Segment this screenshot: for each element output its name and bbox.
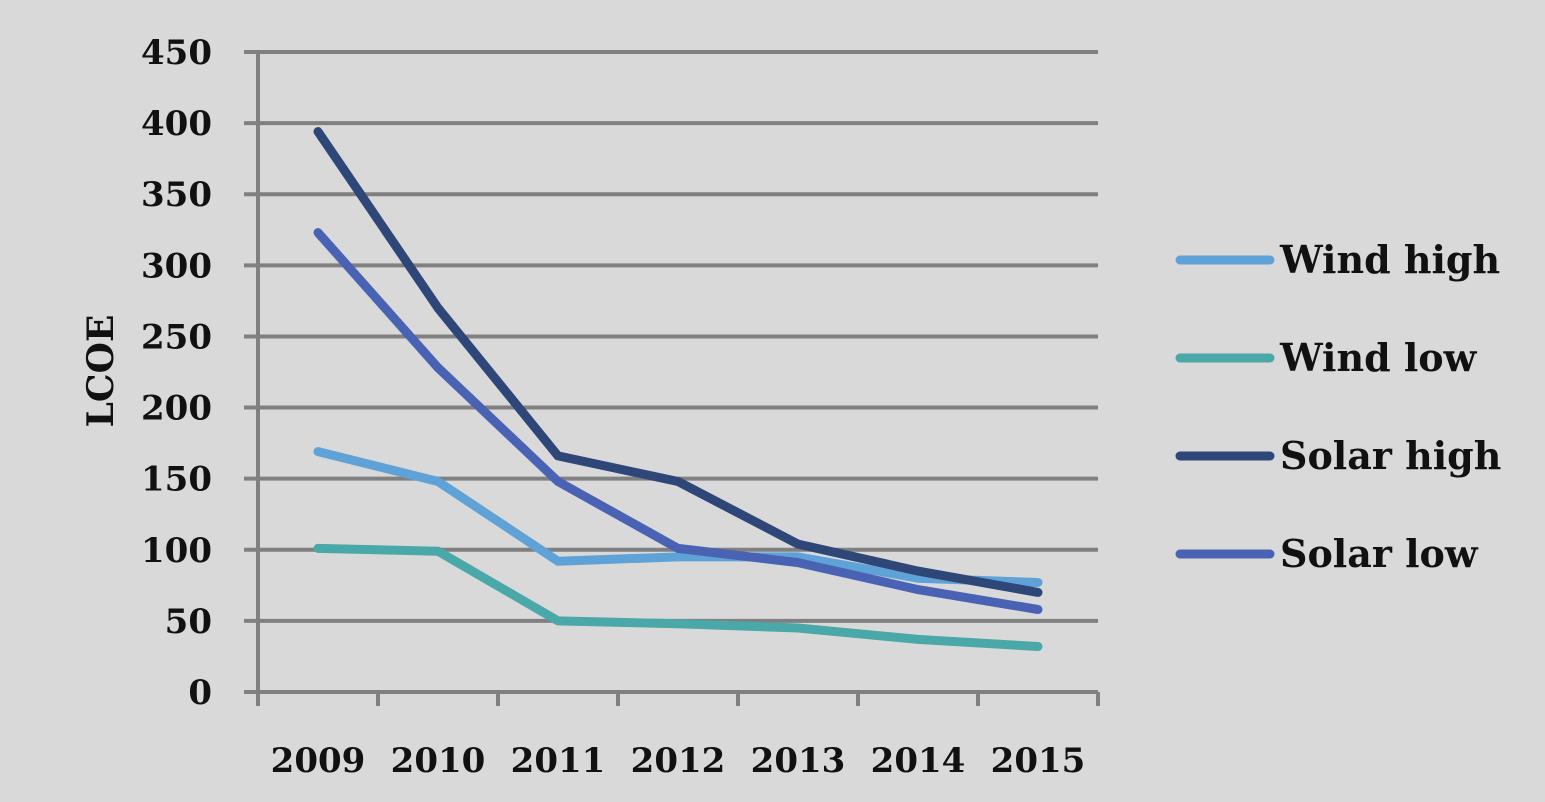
y-tick-label: 100 [141, 531, 212, 571]
legend: Wind high Wind low Solar high Solar low [1175, 237, 1501, 576]
y-tick-label: 300 [141, 246, 212, 286]
legend-label-solar-high: Solar high [1280, 433, 1501, 478]
x-tick-label: 2011 [511, 741, 606, 781]
y-tick-label: 450 [141, 33, 212, 73]
y-tick-label: 0 [188, 673, 212, 713]
y-tick-label: 150 [141, 460, 212, 500]
series-lines [313, 127, 1043, 651]
series-line-wind-high [313, 447, 1043, 587]
y-tick-label: 200 [141, 389, 212, 429]
x-tick-label: 2012 [631, 741, 726, 781]
y-tick-label: 400 [141, 104, 212, 144]
series-line-wind-low [313, 543, 1043, 651]
legend-label-solar-low: Solar low [1280, 531, 1479, 576]
legend-label-wind-low: Wind low [1279, 335, 1478, 380]
series-line-solar-high [313, 127, 1043, 597]
x-tick-label: 2013 [751, 741, 846, 781]
y-tick-label: 350 [141, 175, 212, 215]
axes [244, 52, 1100, 706]
x-tick-label: 2014 [871, 741, 966, 781]
series-line-solar-low [313, 228, 1043, 614]
y-tick-label: 250 [141, 317, 212, 357]
x-tick-label: 2009 [271, 741, 366, 781]
y-tick-label: 50 [165, 602, 212, 642]
legend-label-wind-high: Wind high [1279, 237, 1500, 282]
x-tick-label: 2010 [391, 741, 486, 781]
x-tick-label: 2015 [991, 741, 1086, 781]
tick-labels: 0 50 100 150 200 250 300 350 400 450 2009 2010 2011 2… [141, 33, 1085, 781]
y-axis-title: LCOE [80, 315, 122, 428]
